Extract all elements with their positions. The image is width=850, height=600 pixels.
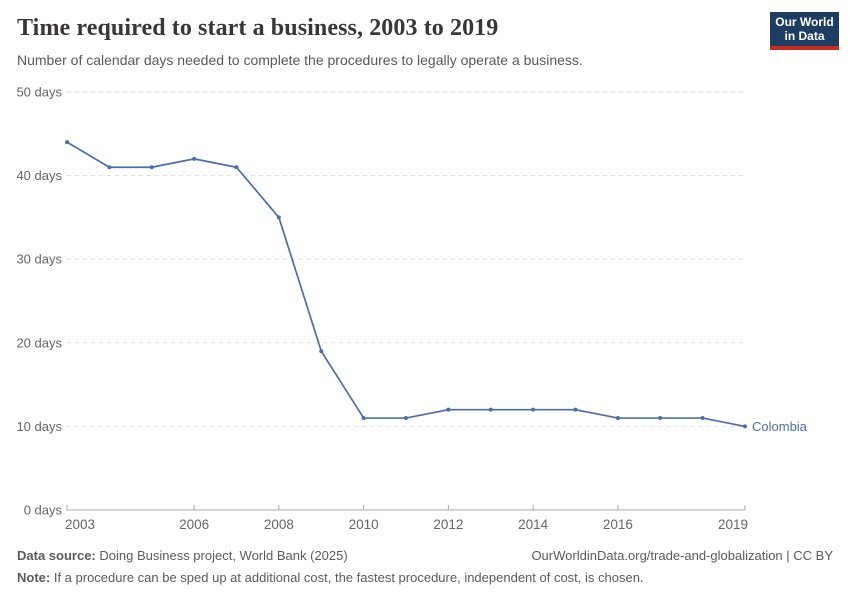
data-point [658, 416, 663, 421]
data-source-line: Data source: Doing Business project, Wor… [17, 548, 348, 563]
data-point [107, 165, 112, 170]
x-axis-tick-label: 2003 [65, 517, 95, 532]
data-point [531, 407, 536, 412]
owid-logo-text-line1: Our World [775, 15, 834, 29]
chart-note: Note: If a procedure can be sped up at a… [17, 570, 833, 585]
page-title: Time required to start a business, 2003 … [17, 15, 499, 41]
x-axis-tick-label: 2019 [718, 517, 748, 532]
data-point [446, 407, 451, 412]
y-axis-tick-label: 30 days [16, 252, 62, 267]
data-point [319, 349, 324, 354]
x-axis-tick-label: 2016 [603, 517, 633, 532]
data-point [65, 140, 69, 145]
chart-subtitle: Number of calendar days needed to comple… [17, 52, 583, 68]
line-chart-canvas: 0 days 10 days 20 days 30 days 40 days 50 day… [16, 85, 808, 533]
x-axis-tick-label: 2008 [264, 517, 294, 532]
data-point [234, 165, 239, 170]
data-point [149, 165, 154, 170]
data-point [700, 416, 705, 421]
data-point [743, 424, 747, 429]
x-axis-tick-label: 2006 [179, 517, 209, 532]
y-axis-tick-label: 10 days [16, 419, 62, 434]
line-series-colombia [66, 141, 746, 428]
data-point [488, 407, 493, 412]
data-point [615, 416, 620, 421]
data-point [404, 416, 408, 421]
data-point [573, 407, 578, 412]
data-point [192, 156, 197, 161]
chart-footer: Data source: Doing Business project, Wor… [17, 548, 833, 585]
x-axis-tick-label: 2010 [349, 517, 379, 532]
y-axis-tick-label: 50 days [16, 85, 62, 100]
y-axis-tick-label: 40 days [16, 168, 62, 183]
note-value: If a procedure can be sped up at additio… [50, 570, 644, 585]
x-axis-tick-label: 2012 [433, 517, 463, 532]
note-label: Note: [17, 570, 51, 585]
x-axis-tick-label: 2014 [518, 517, 549, 532]
owid-logo: Our World in Data [770, 12, 839, 50]
y-axis-tick-label: 0 days [24, 503, 63, 518]
y-axis-tick-label: 20 days [16, 335, 62, 350]
data-source-value: Doing Business project, World Bank (2025… [95, 548, 348, 563]
data-point [361, 416, 366, 421]
credit-link[interactable]: OurWorldinData.org/trade-and-globalizati… [531, 548, 833, 563]
data-source-label: Data source: [17, 548, 96, 563]
series-label-colombia: Colombia [752, 419, 808, 434]
data-point [276, 215, 281, 220]
owid-logo-text-line2: in Data [784, 29, 825, 43]
